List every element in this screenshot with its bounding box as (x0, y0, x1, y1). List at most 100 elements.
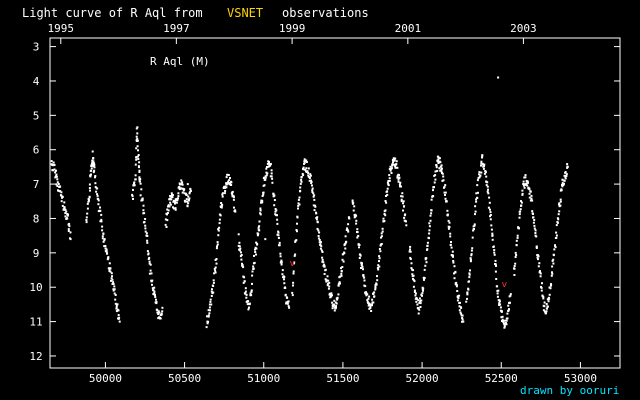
observation-point (448, 226, 451, 229)
observation-point (533, 224, 536, 227)
observation-point (337, 284, 340, 287)
observation-point (138, 176, 141, 179)
observation-point (160, 313, 163, 316)
observation-point (247, 300, 250, 303)
observation-point (316, 227, 319, 230)
observation-point (287, 300, 290, 303)
observation-point (313, 198, 316, 201)
observation-point (498, 299, 501, 302)
observation-point (99, 220, 102, 223)
observation-point (117, 317, 120, 320)
observation-point (398, 183, 401, 186)
observation-point (107, 267, 110, 270)
observation-point (113, 285, 116, 288)
observation-point (186, 183, 189, 186)
observation-point (474, 205, 477, 208)
observation-point (252, 267, 255, 270)
observation-point (556, 217, 559, 220)
observation-point (55, 183, 58, 186)
chart-title-highlight: VSNET (227, 6, 263, 20)
observation-point (319, 241, 322, 243)
observation-point (402, 202, 404, 205)
observation-point (509, 293, 512, 296)
observation-point (361, 262, 363, 265)
observation-point (185, 193, 188, 196)
observation-point (489, 211, 492, 214)
observation-point (297, 202, 300, 205)
observation-point (188, 197, 191, 200)
observation-point (320, 249, 323, 252)
observation-point (477, 177, 480, 180)
observation-point (299, 186, 302, 189)
observation-point (355, 222, 358, 225)
observation-point (433, 186, 435, 189)
observation-point (458, 309, 461, 312)
observation-point (241, 262, 243, 265)
observation-point (133, 184, 136, 187)
observation-point (93, 164, 96, 166)
observation-point (256, 242, 259, 245)
observation-point (103, 245, 106, 248)
observation-point (548, 297, 551, 300)
observation-point (441, 172, 444, 175)
observation-point (92, 160, 95, 163)
observation-point (455, 281, 458, 284)
observation-point (428, 229, 431, 232)
observation-point (483, 172, 486, 175)
observation-point (137, 165, 140, 168)
observation-point (313, 209, 316, 212)
observation-point (476, 196, 479, 199)
observation-point (388, 179, 391, 182)
observation-point (292, 270, 295, 273)
observation-point (221, 193, 224, 196)
observation-point (88, 187, 91, 189)
observation-point (532, 221, 535, 224)
observation-point (117, 309, 120, 312)
observation-point (117, 314, 120, 317)
observation-point (469, 260, 472, 263)
observation-point (225, 182, 228, 185)
observation-point (333, 304, 336, 307)
observation-point (316, 216, 319, 219)
observation-point (283, 278, 285, 281)
observation-point (443, 191, 446, 194)
observation-point (294, 253, 297, 256)
observation-point (297, 198, 300, 201)
observation-point (215, 258, 218, 260)
observation-point (287, 305, 290, 308)
observation-point (565, 175, 568, 177)
observation-point (544, 310, 547, 313)
observation-point (365, 294, 368, 297)
y-tick-label: 8 (33, 212, 40, 225)
observation-point (526, 180, 529, 183)
observation-point (412, 285, 415, 288)
observation-point (396, 175, 399, 178)
observation-point (115, 306, 118, 309)
observation-point (514, 256, 517, 258)
observation-point (90, 165, 93, 167)
observation-point (396, 176, 399, 179)
observation-point (295, 229, 298, 231)
observation-point (355, 219, 358, 222)
observation-point (242, 281, 245, 284)
observation-point (516, 236, 519, 239)
observation-point (114, 302, 117, 305)
observation-point (561, 185, 564, 188)
observation-point (470, 253, 473, 256)
observation-point (232, 198, 235, 201)
observation-point (102, 240, 105, 243)
observation-point (245, 296, 248, 299)
observation-point (365, 292, 368, 295)
observation-point (331, 294, 333, 297)
observation-point (293, 261, 296, 264)
observation-point (340, 267, 342, 270)
observation-point (523, 186, 526, 189)
observation-point (453, 265, 456, 268)
observation-point (412, 274, 415, 277)
observation-point (410, 262, 413, 265)
observation-point (166, 213, 168, 216)
observation-point (280, 261, 283, 264)
observation-point (376, 279, 379, 282)
observation-point (561, 184, 563, 186)
observation-point (313, 194, 316, 197)
